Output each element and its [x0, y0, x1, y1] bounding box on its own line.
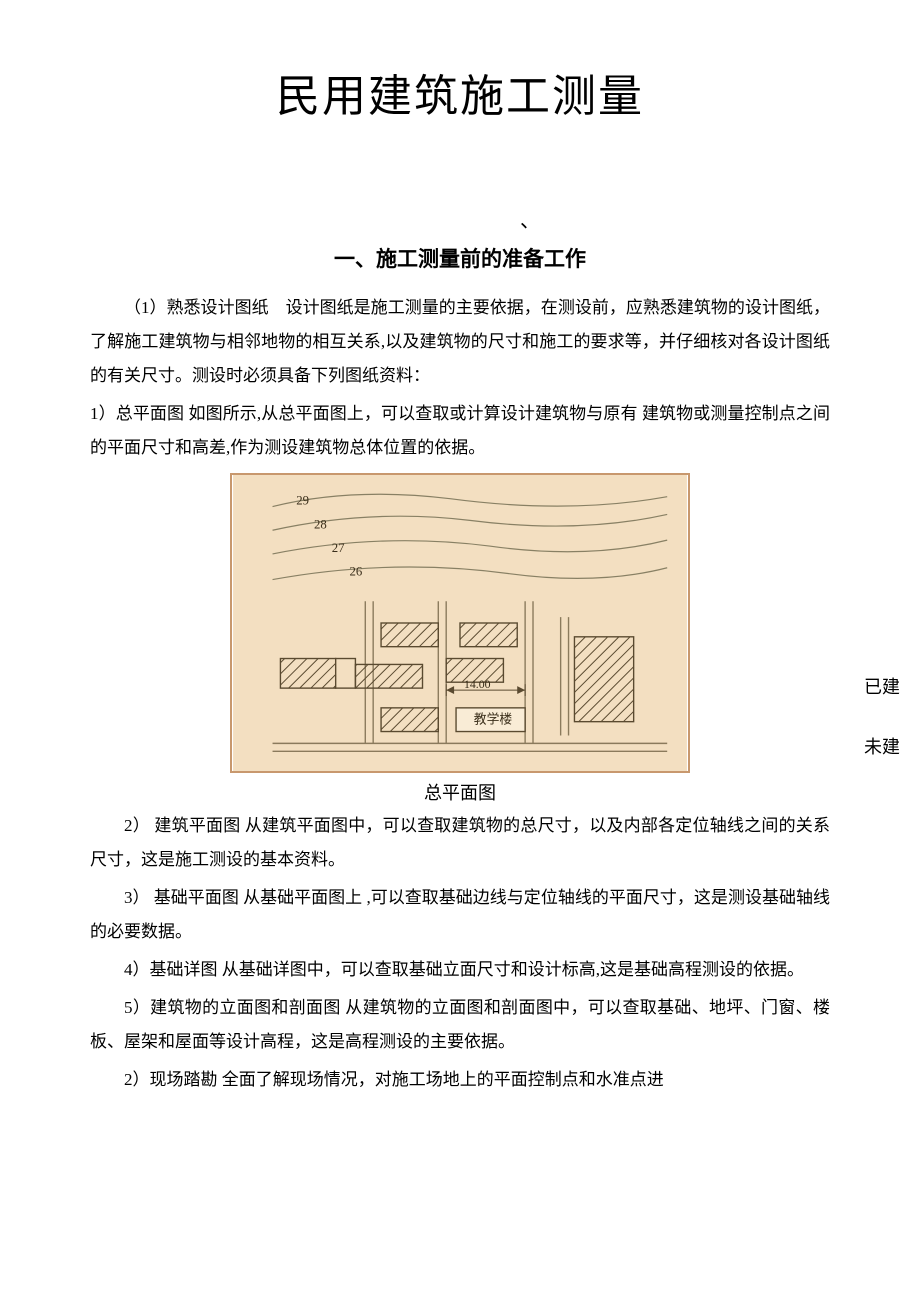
building-label: 教学楼 — [474, 712, 513, 727]
list-item-3: 3） 基础平面图 从基础平面图上 ,可以查取基础边线与定位轴线的平面尺寸，这是测… — [90, 881, 830, 949]
svg-text:27: 27 — [332, 541, 345, 555]
tick-mark: 、 — [90, 204, 830, 233]
svg-text:28: 28 — [314, 517, 327, 531]
main-title: 民用建筑施工测量 — [90, 60, 830, 124]
svg-text:26: 26 — [349, 565, 362, 579]
list-item-1: 1）总平面图 如图所示,从总平面图上，可以查取或计算设计建筑物与原有 建筑物或测… — [90, 397, 830, 465]
section-1-title: 一、施工测量前的准备工作 — [90, 243, 830, 273]
legend-unbuilt: 未建 — [864, 733, 900, 759]
figure-caption: 总平面图 — [90, 779, 830, 805]
list-item-2: 2） 建筑平面图 从建筑平面图中，可以查取建筑物的总尺寸，以及内部各定位轴线之间… — [90, 809, 830, 877]
list-item-4: 4）基础详图 从基础详图中，可以查取基础立面尺寸和设计标高,这是基础高程测设的依… — [90, 953, 830, 987]
legend-built: 已建 — [864, 673, 900, 699]
list-item-5: 5）建筑物的立面图和剖面图 从建筑物的立面图和剖面图中，可以查取基础、地坪、门窗… — [90, 991, 830, 1059]
paragraph-2: 2）现场踏勘 全面了解现场情况，对施工场地上的平面控制点和水准点进 — [90, 1063, 830, 1097]
dimension-text: 14.00 — [464, 677, 491, 691]
svg-text:29: 29 — [296, 494, 309, 508]
site-plan-figure: 29 28 27 26 14.00 教学楼 — [230, 473, 690, 773]
paragraph-1: （1）熟悉设计图纸 设计图纸是施工测量的主要依据，在测设前，应熟悉建筑物的设计图… — [90, 291, 830, 393]
figure-container: 29282726 14.00 教学楼 已建 未建 总平面图 — [90, 473, 830, 805]
